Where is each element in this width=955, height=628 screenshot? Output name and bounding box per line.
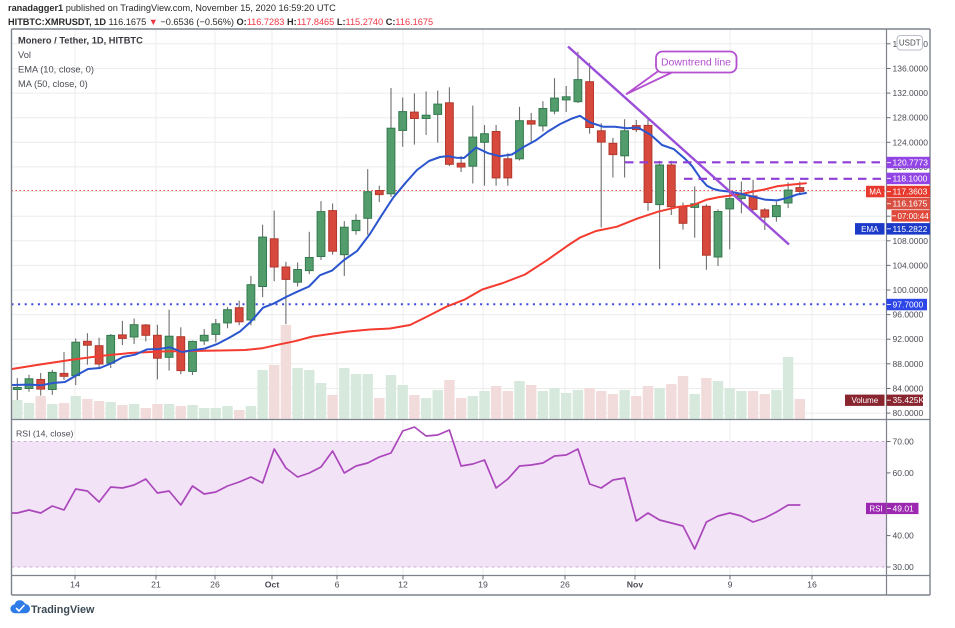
svg-text:Volume: Volume [851, 396, 878, 405]
svg-text:88.0000: 88.0000 [893, 359, 924, 369]
svg-text:100.0000: 100.0000 [893, 285, 929, 295]
svg-text:19: 19 [478, 580, 488, 590]
svg-text:60.00: 60.00 [893, 468, 915, 478]
svg-text:Monero / Tether, 1D, HITBTC: Monero / Tether, 1D, HITBTC [18, 36, 143, 46]
svg-text:MA (50, close, 0): MA (50, close, 0) [18, 79, 88, 89]
svg-text:80.0000: 80.0000 [893, 408, 924, 418]
svg-text:116.1675: 116.1675 [893, 199, 928, 209]
svg-text:30.00: 30.00 [893, 562, 915, 572]
svg-text:49.01: 49.01 [893, 503, 915, 513]
svg-text:07:00:44: 07:00:44 [898, 212, 930, 221]
svg-text:97.7000: 97.7000 [893, 300, 924, 310]
svg-text:92.0000: 92.0000 [893, 334, 924, 344]
svg-text:RSI (14, close): RSI (14, close) [16, 429, 74, 439]
svg-text:USDT: USDT [899, 39, 921, 48]
svg-text:96.0000: 96.0000 [893, 310, 924, 320]
svg-text:84.0000: 84.0000 [893, 384, 924, 394]
svg-text:TradingView: TradingView [31, 604, 95, 616]
svg-text:12: 12 [398, 580, 408, 590]
svg-text:14: 14 [70, 580, 80, 590]
svg-text:40.00: 40.00 [893, 531, 915, 541]
svg-text:108.0000: 108.0000 [893, 236, 929, 246]
svg-text:128.0000: 128.0000 [893, 113, 929, 123]
svg-text:21: 21 [151, 580, 161, 590]
svg-text:115.2822: 115.2822 [893, 224, 928, 234]
svg-text:26: 26 [560, 580, 570, 590]
svg-text:120.7773: 120.7773 [893, 158, 929, 168]
svg-text:132.0000: 132.0000 [893, 88, 929, 98]
svg-text:124.0000: 124.0000 [893, 137, 929, 147]
svg-text:Oct: Oct [265, 580, 280, 590]
svg-text:ranadagger1 published on Tradi: ranadagger1 published on TradingView.com… [8, 3, 336, 13]
svg-text:9: 9 [728, 580, 733, 590]
svg-text:Nov: Nov [627, 580, 644, 590]
svg-text:118.1000: 118.1000 [893, 173, 928, 183]
svg-text:35.425K: 35.425K [893, 395, 925, 405]
svg-text:MA: MA [869, 188, 882, 197]
svg-text:117.3603: 117.3603 [893, 187, 928, 197]
svg-text:EMA (10, close, 0): EMA (10, close, 0) [18, 65, 94, 75]
svg-text:26: 26 [210, 580, 220, 590]
svg-text:Downtrend line: Downtrend line [661, 57, 731, 69]
svg-text:16: 16 [807, 580, 817, 590]
svg-text:RSI: RSI [869, 504, 882, 513]
svg-text:6: 6 [335, 580, 340, 590]
svg-text:136.0000: 136.0000 [893, 64, 929, 74]
svg-text:EMA: EMA [861, 225, 879, 234]
svg-text:Vol: Vol [18, 50, 31, 60]
svg-text:104.0000: 104.0000 [893, 260, 929, 270]
svg-text:HITBTC:XMRUSDT, 1D 116.1675 ▼: HITBTC:XMRUSDT, 1D 116.1675 ▼ −0.6536 (−… [8, 17, 433, 27]
svg-text:70.00: 70.00 [893, 437, 915, 447]
